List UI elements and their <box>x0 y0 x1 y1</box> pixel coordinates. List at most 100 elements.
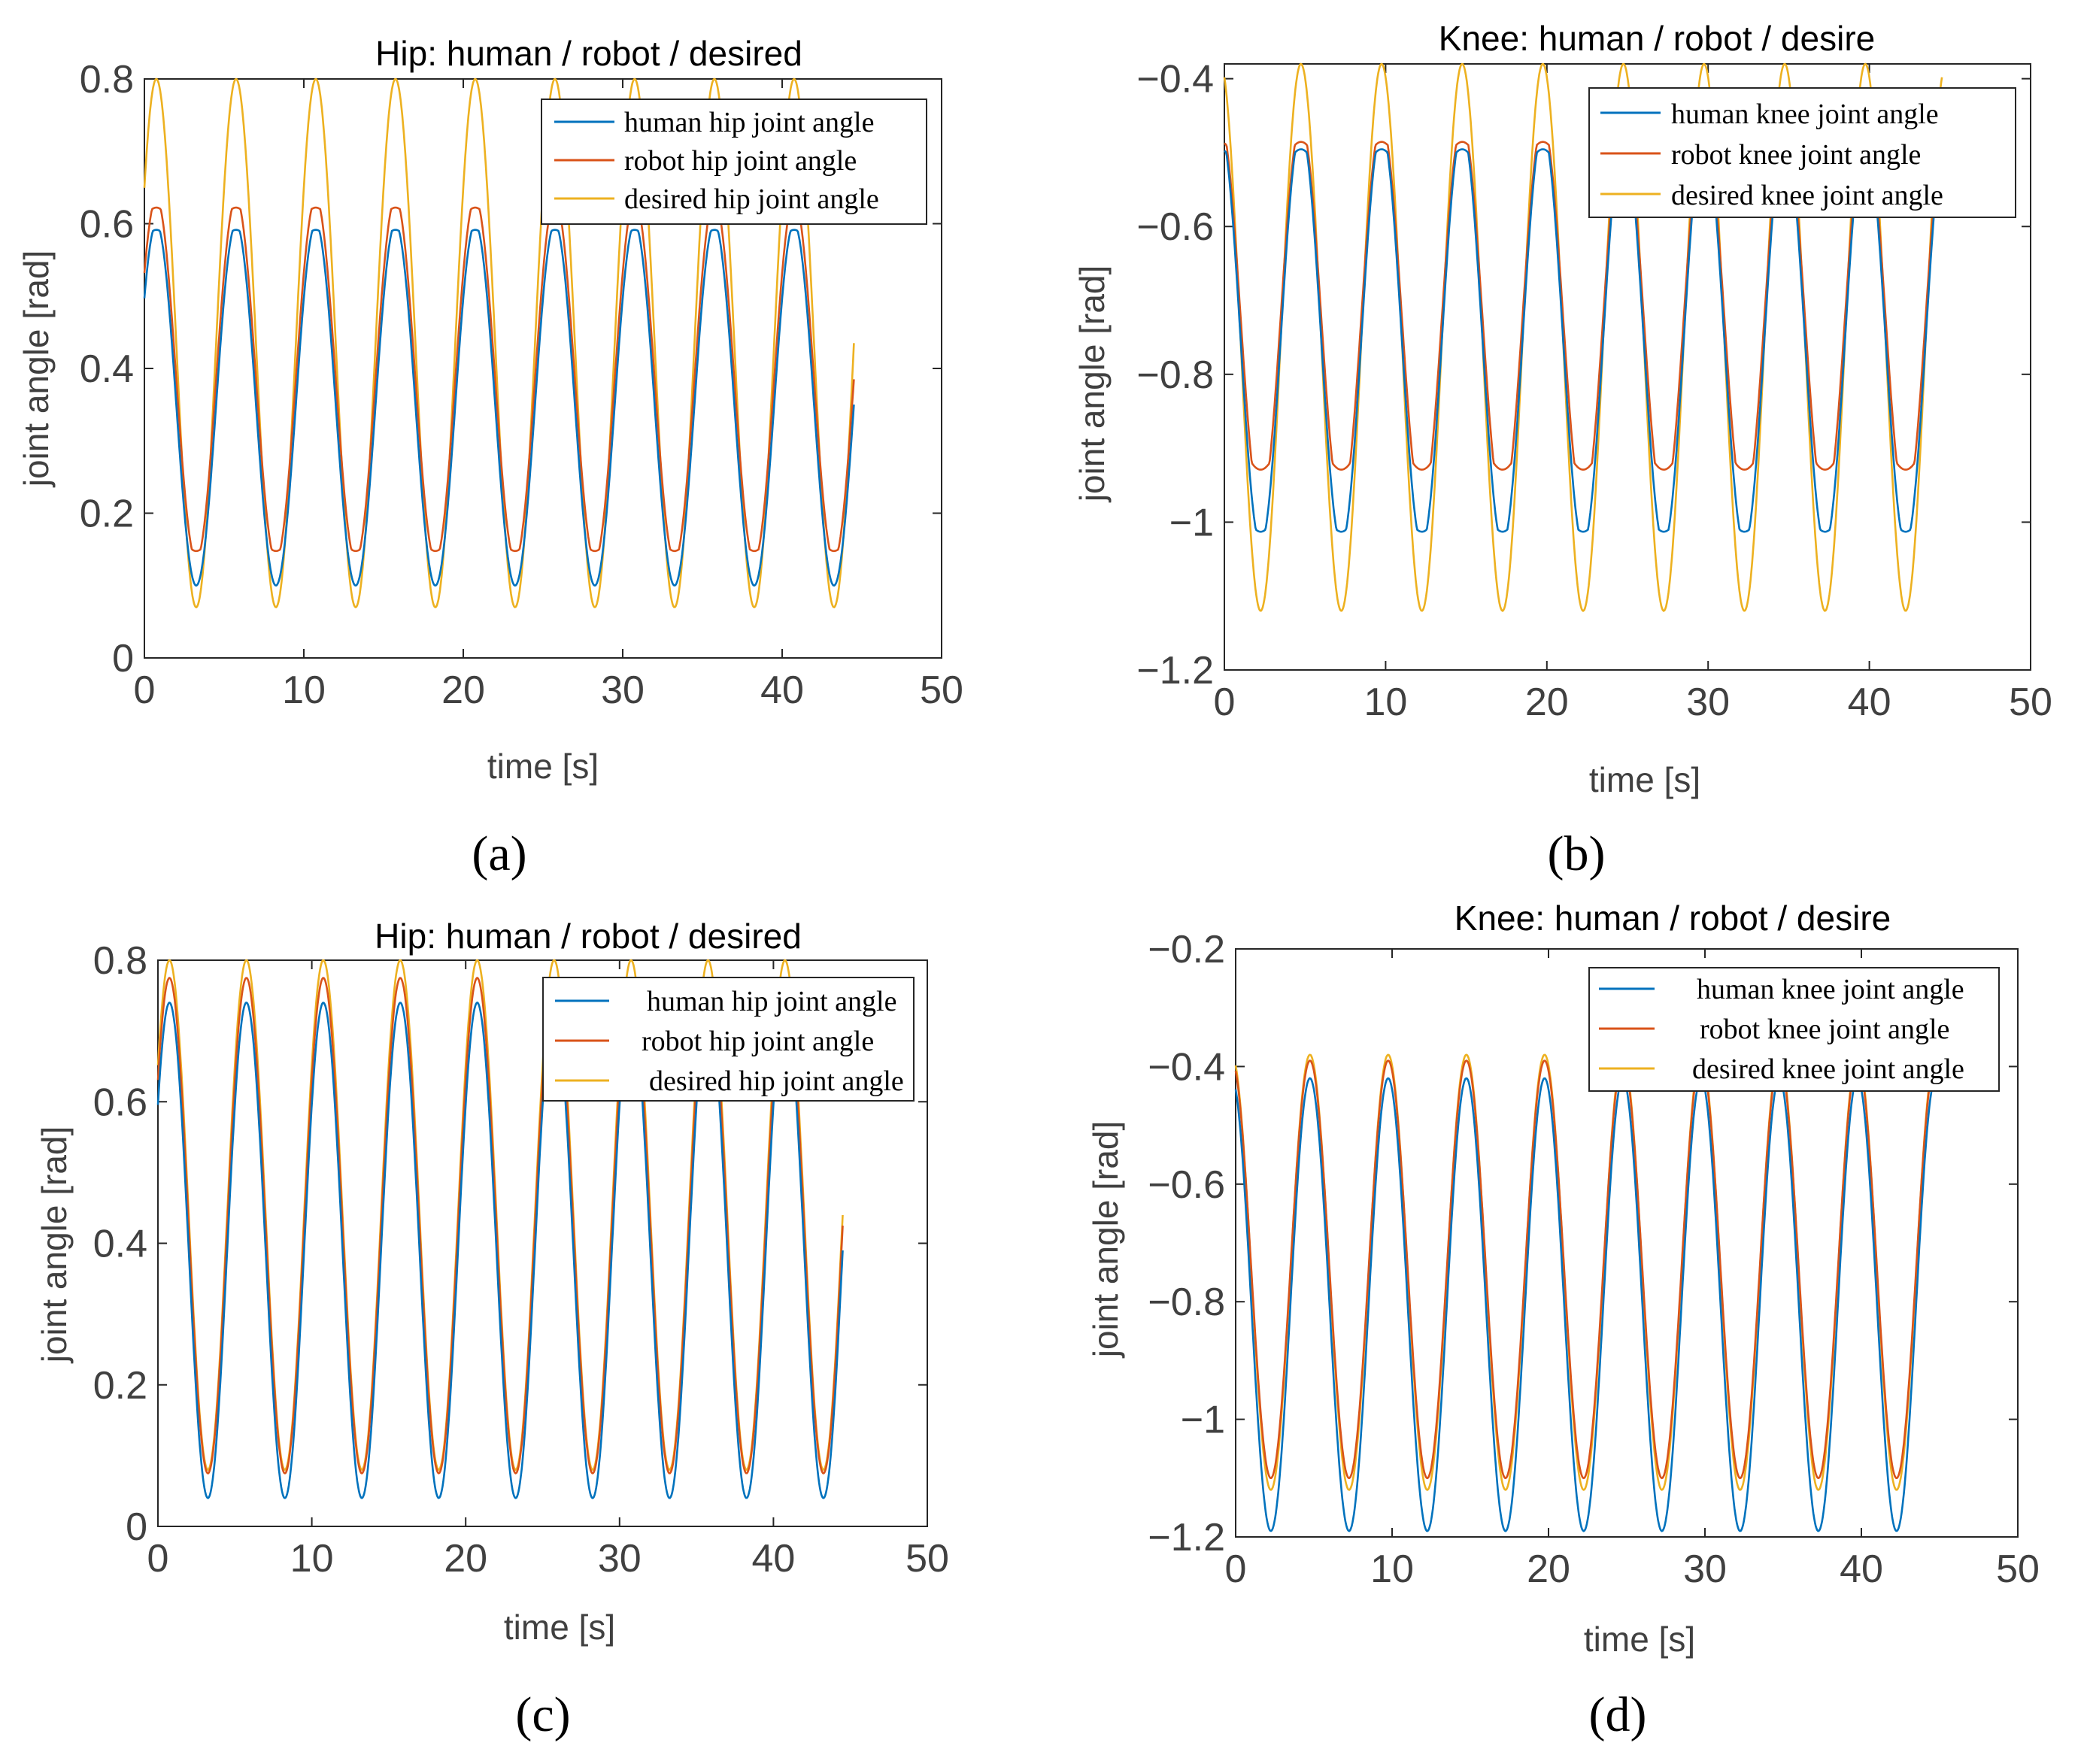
legend: human knee joint angle robot knee joint … <box>1588 967 2000 1092</box>
x-tick-label: 10 <box>1370 1547 1414 1591</box>
x-tick-label: 0 <box>147 1537 169 1581</box>
y-axis-label: joint angle [rad] <box>1086 1121 1125 1359</box>
x-tick-label: 10 <box>282 668 326 712</box>
legend-entry-human: human knee joint angle <box>1671 99 1939 130</box>
x-axis-label: time [s] <box>1589 760 1700 799</box>
y-tick-label: −0.4 <box>1136 58 1214 102</box>
legend-entry-desired: desired hip joint angle <box>624 183 879 215</box>
panel-label: (d) <box>1589 1687 1647 1742</box>
y-tick-label: −0.6 <box>1148 1163 1225 1207</box>
y-tick-label: 0 <box>126 1505 147 1549</box>
legend: human hip joint angle robot hip joint an… <box>541 99 927 225</box>
y-tick-label: −0.2 <box>1148 928 1225 971</box>
x-axis-label: time [s] <box>1584 1620 1695 1659</box>
y-tick-label: 0.4 <box>80 347 134 391</box>
chart-panel-b: Knee: human / robot / desire 0 10 20 30 40 50… <box>1072 19 2052 881</box>
legend-entry-robot: robot hip joint angle <box>642 1026 874 1057</box>
series-line-desired <box>1234 1053 1933 1491</box>
legend-entry-robot: robot knee joint angle <box>1671 139 1921 171</box>
legend-entry-desired: desired hip joint angle <box>649 1065 904 1097</box>
x-tick-label: 40 <box>751 1537 795 1581</box>
legend-entry-human: human hip joint angle <box>647 986 896 1017</box>
x-tick-label: 10 <box>290 1537 334 1581</box>
series-layer <box>156 959 844 1499</box>
y-tick-label: 0.6 <box>93 1081 147 1124</box>
legend-entry-human: human hip joint angle <box>624 107 874 138</box>
panel-label: (a) <box>472 826 526 881</box>
legend: human hip joint angle robot hip joint an… <box>542 977 915 1102</box>
y-tick-label: −1.2 <box>1136 649 1214 693</box>
series-line-human <box>156 1001 844 1499</box>
y-tick-label: −1 <box>1169 501 1214 544</box>
chart-title: Hip: human / robot / desired <box>375 34 802 73</box>
chart-panel-a: Hip: human / robot / desired 0 10 20 30 40 50… <box>17 34 963 881</box>
x-tick-label: 30 <box>598 1537 642 1581</box>
legend-entry-robot: robot knee joint angle <box>1700 1014 1949 1045</box>
legend: human knee joint angle robot knee joint … <box>1588 87 2016 218</box>
series-layer <box>1223 62 1943 612</box>
y-tick-label: −0.6 <box>1136 205 1214 249</box>
chart-panel-c: Hip: human / robot / desired 0 10 20 30 40 50… <box>35 917 949 1742</box>
series-line-robot <box>143 206 855 553</box>
y-tick-label: −0.4 <box>1148 1045 1225 1089</box>
x-tick-label: 50 <box>1996 1547 2040 1591</box>
legend-entry-human: human knee joint angle <box>1697 974 1964 1005</box>
series-line-human <box>1234 1077 1933 1532</box>
x-tick-label: 0 <box>1214 680 1236 724</box>
x-tick-label: 10 <box>1364 680 1407 724</box>
series-line-human <box>143 229 855 587</box>
axis-ticks: 0 10 20 30 40 50 −1.2 −1 −0.8 −0.6 −0.4 <box>1136 58 2052 724</box>
x-tick-label: 20 <box>444 1537 487 1581</box>
y-tick-label: −1.2 <box>1148 1516 1225 1559</box>
chart-title: Hip: human / robot / desired <box>375 917 802 956</box>
chart-title: Knee: human / robot / desire <box>1455 899 1891 938</box>
axis-ticks: 0 10 20 30 40 50 −1.2 −1 −0.8 −0.6 −0.4 −0.2 <box>1148 928 2040 1591</box>
x-tick-label: 50 <box>905 1537 949 1581</box>
series-line-desired <box>1223 62 1943 612</box>
y-tick-label: 0.2 <box>80 493 134 536</box>
x-tick-label: 50 <box>2009 680 2052 724</box>
x-tick-label: 30 <box>1686 680 1730 724</box>
series-line-human <box>1224 148 1943 533</box>
panel-label: (b) <box>1548 826 1606 881</box>
axis-ticks: 0 10 20 30 40 50 0 0.2 0.4 0.6 0.8 <box>93 939 949 1581</box>
x-tick-label: 40 <box>760 668 804 712</box>
legend-entry-desired: desired knee joint angle <box>1692 1053 1964 1085</box>
x-tick-label: 0 <box>1225 1547 1247 1591</box>
legend-entry-desired: desired knee joint angle <box>1671 180 1943 211</box>
x-tick-label: 40 <box>1848 680 1891 724</box>
panel-label: (c) <box>515 1687 570 1742</box>
x-tick-label: 20 <box>1527 1547 1570 1591</box>
axis-ticks: 0 10 20 30 40 50 0 0.2 0.4 0.6 0.8 <box>80 58 963 712</box>
chart-panel-d: Knee: human / robot / desire 0 10 20 30 40 50… <box>1086 899 2040 1742</box>
x-tick-label: 20 <box>1525 680 1569 724</box>
series-line-robot <box>1224 141 1943 471</box>
y-tick-label: −0.8 <box>1148 1281 1225 1324</box>
y-tick-label: 0 <box>112 637 134 680</box>
series-layer <box>1234 1053 1933 1532</box>
x-tick-label: 30 <box>1683 1547 1727 1591</box>
x-axis-label: time [s] <box>487 747 599 786</box>
y-tick-label: −0.8 <box>1136 353 1214 397</box>
y-axis-label: joint angle [rad] <box>17 250 56 489</box>
y-tick-label: 0.2 <box>93 1364 147 1408</box>
y-tick-label: −1 <box>1181 1399 1225 1442</box>
x-tick-label: 20 <box>441 668 485 712</box>
chart-title: Knee: human / robot / desire <box>1439 19 1875 58</box>
series-layer <box>143 77 855 609</box>
legend-box <box>541 99 927 225</box>
y-tick-label: 0.8 <box>93 939 147 983</box>
y-tick-label: 0.4 <box>93 1223 147 1266</box>
x-tick-label: 40 <box>1840 1547 1883 1591</box>
y-tick-label: 0.6 <box>80 203 134 247</box>
series-line-robot <box>1234 1059 1933 1480</box>
x-axis-label: time [s] <box>504 1608 615 1647</box>
x-tick-label: 30 <box>601 668 645 712</box>
y-axis-label: joint angle [rad] <box>1072 265 1112 504</box>
y-axis-label: joint angle [rad] <box>35 1126 74 1365</box>
x-tick-label: 0 <box>134 668 156 712</box>
legend-box <box>1588 967 2000 1092</box>
y-tick-label: 0.8 <box>80 58 134 102</box>
legend-entry-robot: robot hip joint angle <box>624 145 857 177</box>
